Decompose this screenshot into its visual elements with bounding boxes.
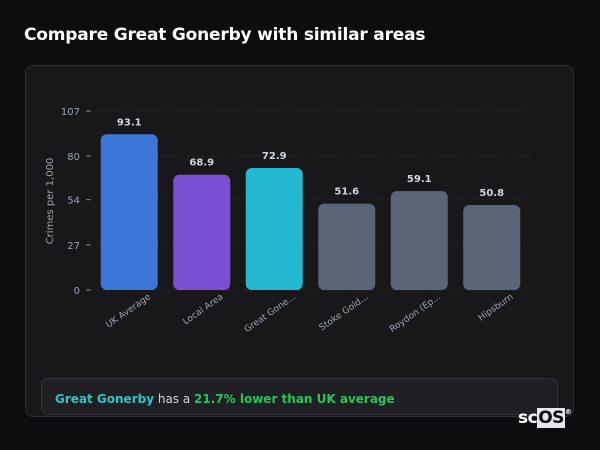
y-tick-label: 0 (74, 286, 80, 297)
comparison-highlight: 21.7% lower than UK average (194, 392, 395, 406)
bar (173, 174, 231, 290)
value-label: 68.9 (189, 158, 214, 169)
value-label: 59.1 (407, 174, 432, 185)
bar (318, 203, 376, 290)
bar (463, 205, 521, 290)
value-label: 51.6 (334, 187, 359, 198)
summary-text: has a (154, 392, 195, 406)
x-tick-label: Roydon (Ep... (388, 292, 443, 335)
y-tick-label: 80 (67, 152, 80, 163)
value-label: 50.8 (479, 188, 504, 199)
bar (245, 168, 303, 290)
bar (100, 134, 158, 290)
x-tick-label: Great Gone... (243, 292, 298, 335)
y-tick-label: 107 (61, 107, 80, 118)
y-axis-label: Crimes per 1,000 (45, 158, 56, 245)
x-tick-label: Hipsburn (477, 292, 516, 323)
y-tick-label: 54 (67, 196, 80, 207)
area-name: Great Gonerby (55, 392, 155, 406)
scos-logo: scOS® (518, 408, 572, 428)
value-label: 93.1 (117, 117, 142, 128)
bar (390, 191, 448, 290)
y-tick-label: 27 (67, 241, 80, 252)
page-title: Compare Great Gonerby with similar areas (24, 25, 426, 45)
comparison-summary: Great Gonerby has a 21.7% lower than UK … (41, 378, 558, 415)
x-tick-label: Local Area (181, 292, 225, 327)
x-tick-label: Stoke Gold... (318, 292, 371, 333)
value-label: 72.9 (262, 151, 287, 162)
x-tick-label: UK Average (104, 292, 153, 330)
